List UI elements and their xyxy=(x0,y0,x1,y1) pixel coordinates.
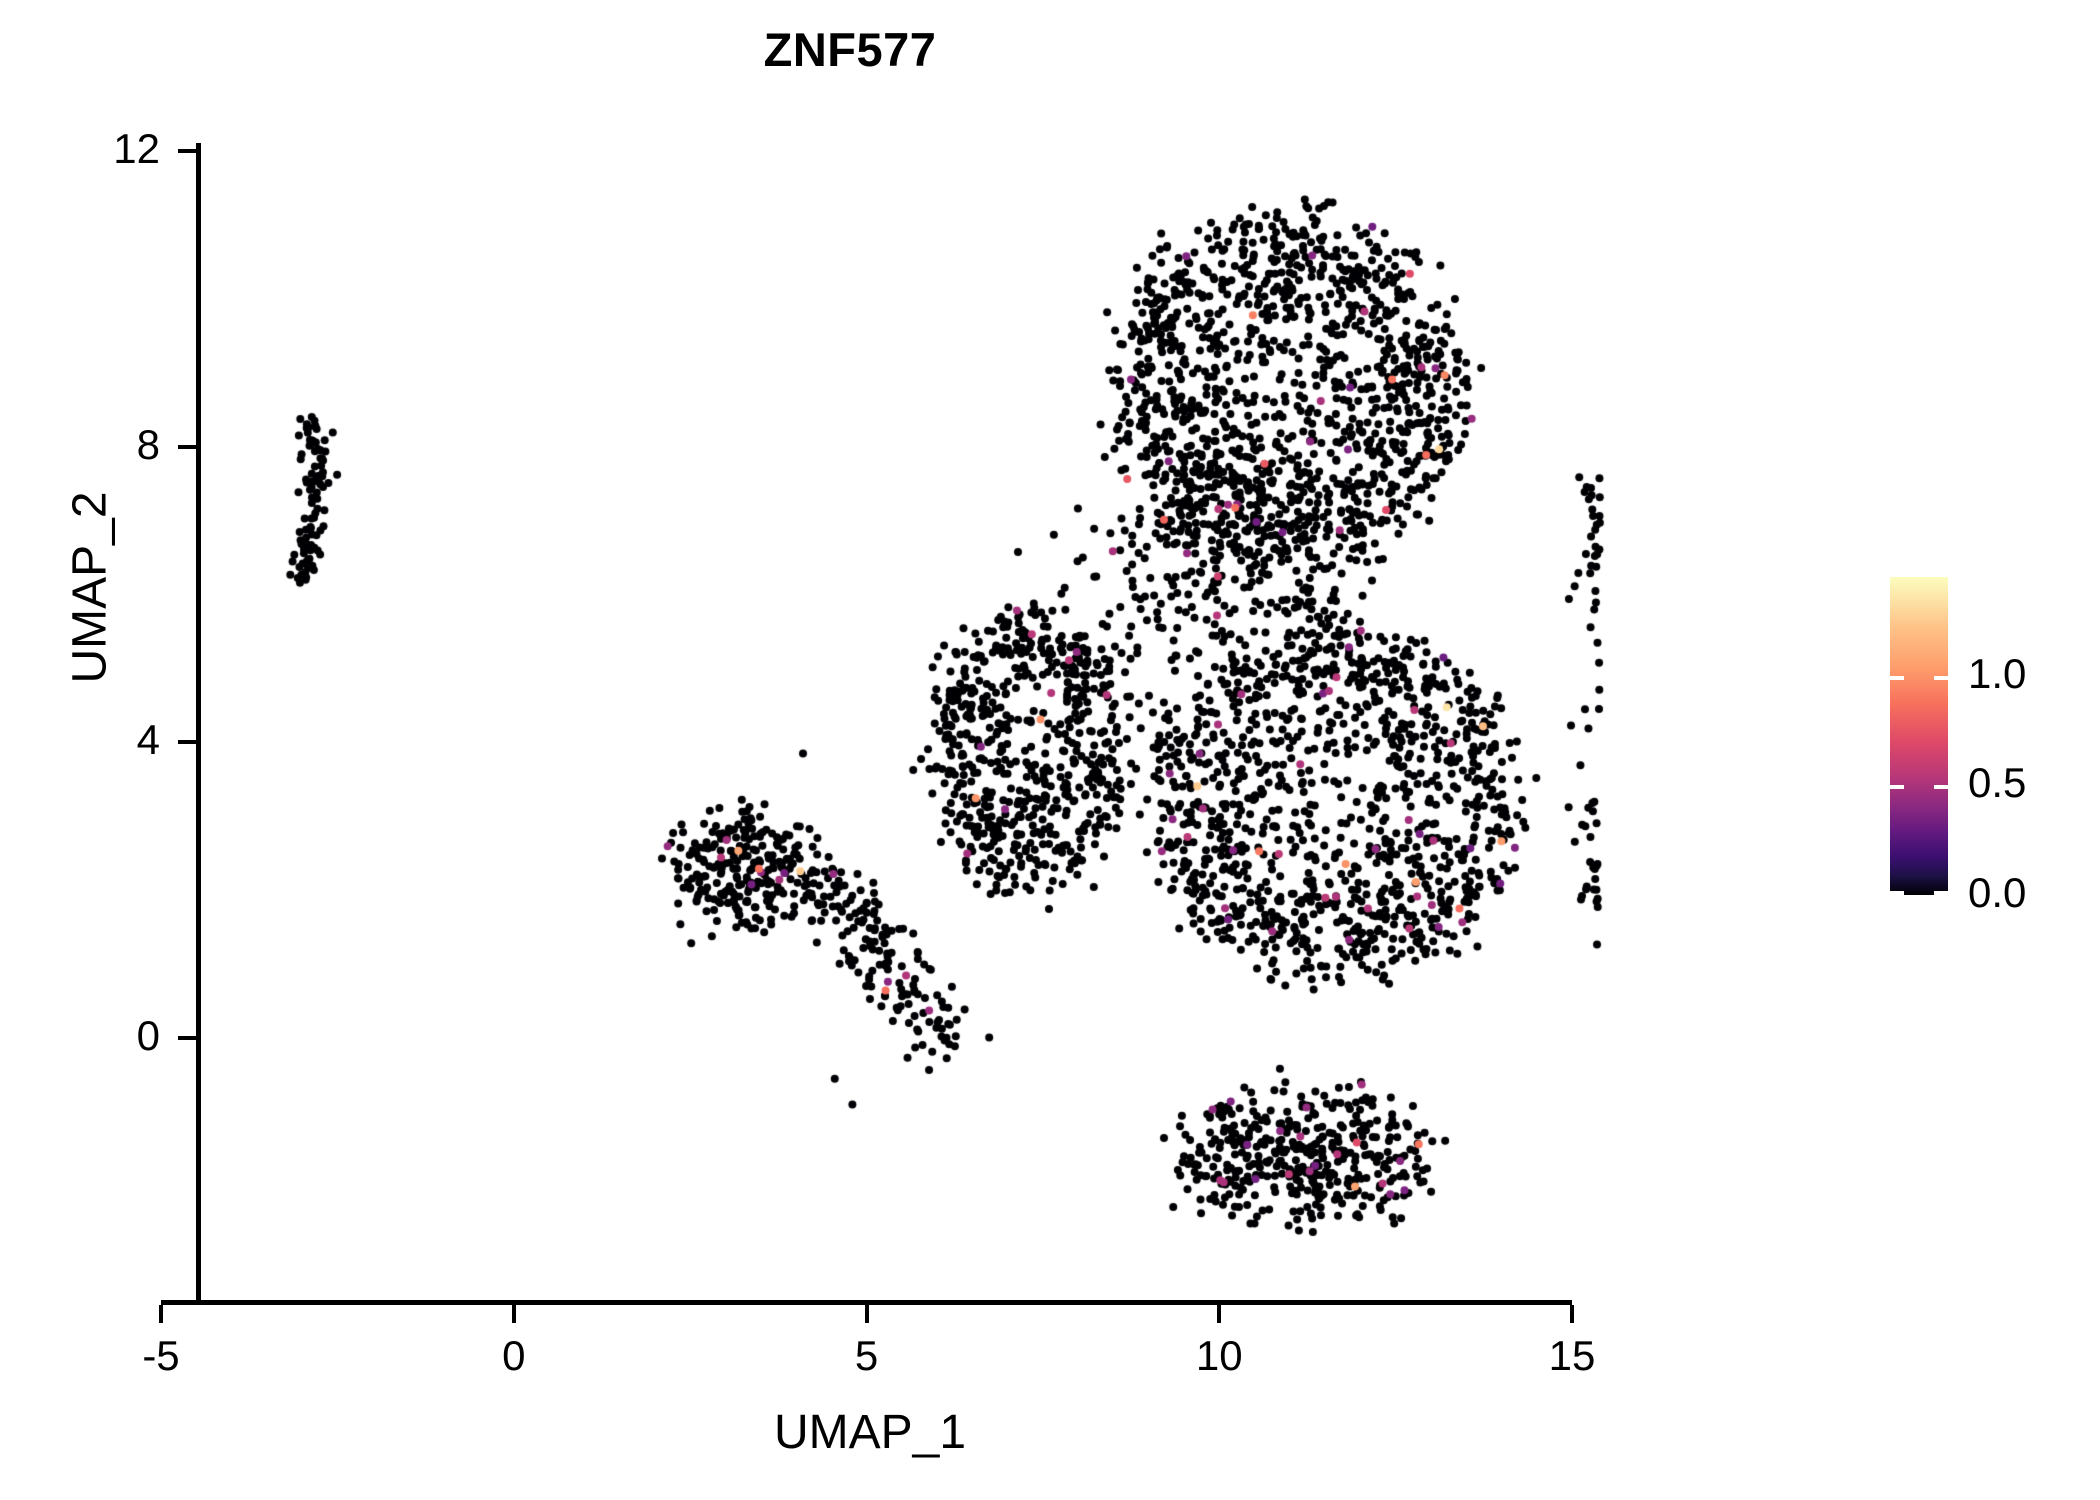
colorbar-tick xyxy=(1890,675,1904,680)
y-axis-tick xyxy=(178,740,196,745)
y-axis-title: UMAP_2 xyxy=(63,491,117,684)
y-axis-tick-label: 12 xyxy=(113,125,160,172)
y-axis-spine xyxy=(196,143,201,1305)
x-axis-spine xyxy=(161,1300,1572,1305)
colorbar-tick-label: 0.5 xyxy=(1968,759,2027,807)
colorbar-gradient xyxy=(1890,577,1948,895)
x-axis-title: UMAP_1 xyxy=(773,1406,967,1459)
colorbar-tick xyxy=(1934,891,1948,895)
x-axis-tick-label: 10 xyxy=(1195,1332,1243,1379)
colorbar-tick xyxy=(1934,675,1948,680)
colorbar-tick xyxy=(1890,891,1904,895)
y-axis-tick xyxy=(178,1036,196,1040)
x-axis-tick-label: 15 xyxy=(1548,1332,1596,1379)
x-axis-tick xyxy=(1570,1305,1574,1323)
x-axis-tick-label: 0 xyxy=(502,1332,526,1379)
colorbar-tick-label: 0.0 xyxy=(1968,869,2027,916)
x-axis-tick-label: -5 xyxy=(142,1332,180,1379)
y-axis-tick xyxy=(178,149,196,153)
y-axis-tick-label: 4 xyxy=(136,716,160,764)
x-axis-tick xyxy=(159,1305,163,1323)
x-axis-tick-label: 5 xyxy=(854,1332,879,1379)
colorbar-tick xyxy=(1890,785,1904,790)
y-axis-tick xyxy=(178,444,196,449)
x-axis-tick xyxy=(511,1305,516,1323)
x-axis-tick xyxy=(1217,1305,1222,1323)
y-axis-tick-label: 0 xyxy=(136,1012,160,1059)
x-axis-tick xyxy=(864,1305,869,1323)
y-axis-tick-label: 8 xyxy=(136,420,160,468)
colorbar-tick xyxy=(1934,785,1948,790)
colorbar-tick-label: 1.0 xyxy=(1968,649,2027,697)
